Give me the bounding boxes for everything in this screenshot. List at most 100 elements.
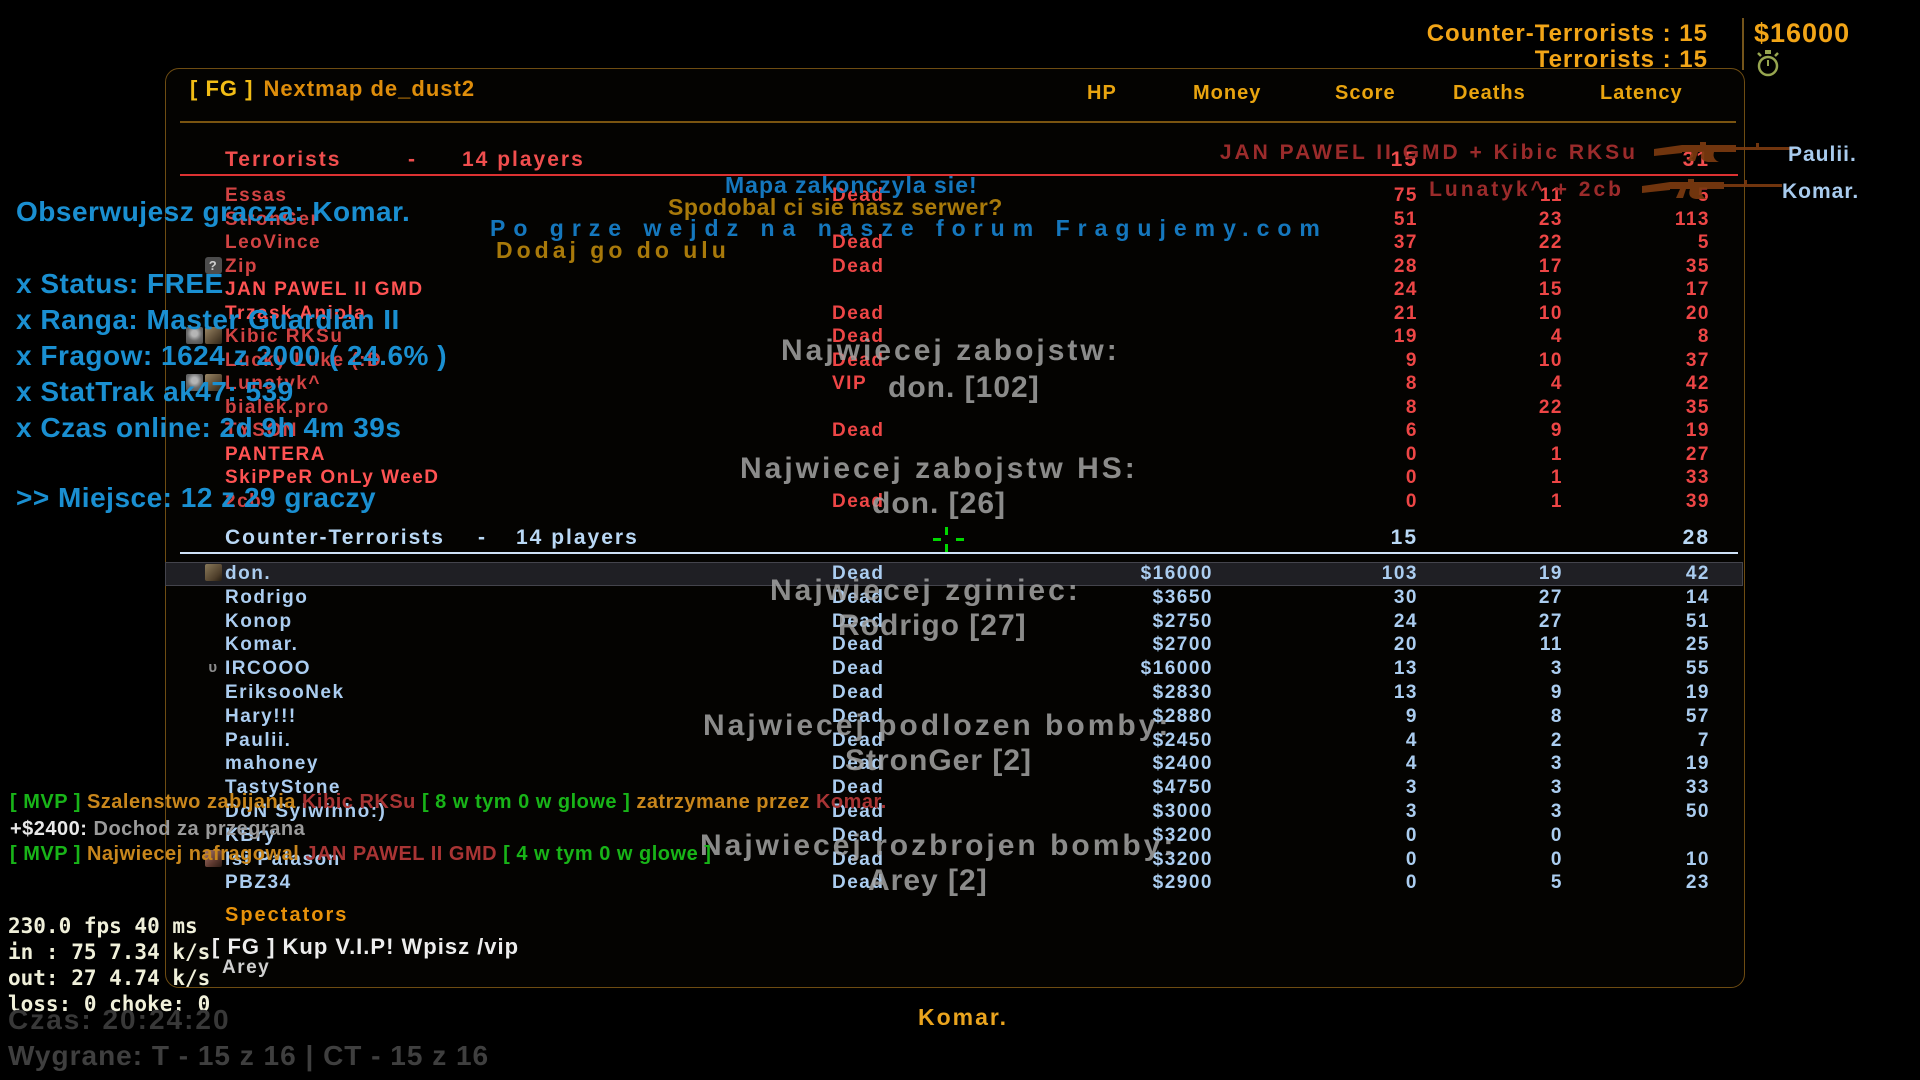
player-hp: Dead [832, 705, 885, 727]
player-row[interactable]: TYSON Dead 6 9 19 [165, 419, 1743, 443]
question-icon: ? [205, 256, 222, 274]
player-row[interactable]: Hary!!! Dead $2880 9 8 57 [165, 705, 1743, 729]
player-latency: 19 [1685, 753, 1710, 775]
player-icon-slot [165, 374, 222, 392]
player-row[interactable]: StronGer 51 23 113 [165, 208, 1743, 232]
player-money: $3200 [1152, 824, 1213, 846]
player-latency: 27 [1685, 443, 1710, 465]
forum-message: Po grze wejdz na nasze forum Fragujemy.c… [490, 215, 1328, 241]
terrorists-list: Essas Dead 75 11 5 StronGer 51 23 113 LeoVince Dea… [165, 184, 1743, 513]
cts-list: don. Dead $16000 103 19 42 Rodrigo Dead $3650 30 2… [165, 562, 1743, 895]
player-row[interactable]: 2cb Dead 0 1 39 [165, 490, 1743, 514]
player-money: $2400 [1152, 753, 1213, 775]
player-score: 3 [1405, 777, 1418, 799]
player-hp: Dead [832, 349, 885, 371]
chat-line: [ MVP ] Najwiecej nafragowal JAN PAWEL I… [10, 843, 711, 866]
player-row[interactable]: KBry Dead $3200 0 0 [165, 824, 1743, 848]
player-name: PANTERA [225, 443, 326, 465]
player-hp: Dead [832, 777, 885, 799]
player-row[interactable]: SkiPPeR OnLy WeeD 0 1 33 [165, 466, 1743, 490]
scoreboard-title: [ FG ] Nextmap de_dust2 [190, 76, 475, 102]
player-deaths: 23 [1538, 208, 1563, 230]
player-row[interactable]: Konop Dead $2750 24 27 51 [165, 610, 1743, 634]
player-name: mahoney [225, 753, 319, 775]
avatar-icon [205, 327, 222, 344]
rank-place-label: >> Miejsce: 12 z 29 graczy [16, 482, 377, 513]
player-row[interactable]: don. Dead $16000 103 19 42 [165, 562, 1743, 586]
team-t-underline [180, 174, 1738, 176]
status-line: x Fragow: 1624 z 2000 ( 24.6% ) [16, 340, 448, 371]
avatar-icon [186, 327, 203, 344]
player-row[interactable]: Rodrigo Dead $3650 30 27 14 [165, 586, 1743, 610]
avatar-icon [205, 374, 222, 391]
map-stat-label: Najwiecej zabojstw: [781, 334, 1120, 367]
player-row[interactable]: EriksooNek Dead $2830 13 9 19 [165, 681, 1743, 705]
team-ct-name: Counter-Terrorists [225, 526, 445, 549]
player-latency: 35 [1685, 396, 1710, 418]
player-latency: 113 [1674, 208, 1710, 230]
player-row[interactable]: JAN PAWEL II GMD 24 15 17 [165, 278, 1743, 302]
map-stat-label: Najwiecej zginiec: [770, 574, 1081, 607]
player-score: 0 [1405, 490, 1418, 512]
player-score: 9 [1405, 705, 1418, 727]
player-row[interactable]: Komar. Dead $2700 20 11 25 [165, 633, 1743, 657]
player-name: bialek.pro [225, 396, 330, 418]
col-hp: HP [1087, 82, 1117, 104]
player-icon-slot: υ [165, 659, 222, 677]
player-deaths: 8 [1550, 705, 1563, 727]
player-deaths: 3 [1550, 777, 1563, 799]
player-latency: 20 [1685, 302, 1710, 324]
player-row[interactable]: Lucky Luke (:D Dead 9 10 37 [165, 349, 1743, 373]
player-name: TastyStone [225, 777, 342, 799]
player-score: 3 [1405, 800, 1418, 822]
player-row[interactable]: Kibic RKSu Dead 19 4 8 [165, 325, 1743, 349]
net-out: out: 27 4.74 k/s [8, 966, 211, 990]
chat-line: +$2400: Dochod za przegrana [10, 818, 305, 841]
team-ct-underline [180, 552, 1738, 554]
player-latency: 8 [1697, 326, 1710, 347]
team-t-score: 15 [1390, 148, 1418, 171]
chat-segment: +$2400: [10, 818, 94, 840]
player-row[interactable]: Trzask Aniola Dead 21 10 20 [165, 302, 1743, 326]
player-row[interactable]: mahoney Dead $2400 4 3 19 [165, 752, 1743, 776]
player-row[interactable]: Isi Palason Dead $3200 0 0 10 [165, 848, 1743, 872]
map-stat-value: StronGer [2] [845, 744, 1033, 777]
player-row[interactable]: bialek.pro 8 22 35 [165, 396, 1743, 420]
avatar-icon [186, 374, 203, 391]
player-deaths: 1 [1550, 467, 1563, 488]
crosshair-icon [945, 527, 948, 535]
player-hp: Dead [832, 302, 885, 324]
spectator-name: Arey [222, 957, 271, 978]
player-row[interactable]: PBZ34 Dead $2900 0 5 23 [165, 871, 1743, 895]
player-latency: 39 [1685, 490, 1710, 512]
player-row[interactable]: Paulii. Dead $2450 4 2 7 [165, 729, 1743, 753]
player-row[interactable]: DoN Sylwinho:) Dead $3000 3 3 50 [165, 800, 1743, 824]
player-row[interactable]: TastyStone Dead $4750 3 3 33 [165, 776, 1743, 800]
nextmap-label: Nextmap de_dust2 [263, 76, 476, 101]
player-row[interactable]: LeoVince Dead 37 22 5 [165, 231, 1743, 255]
team-ct-count: 14 players [516, 526, 639, 549]
player-icon-slot [165, 731, 222, 749]
player-hp: Dead [832, 232, 885, 253]
player-latency: 7 [1697, 729, 1710, 751]
player-latency: 51 [1685, 610, 1710, 632]
player-row[interactable]: ? Zip Dead 28 17 35 [165, 255, 1743, 279]
chat-line: [ MVP ] Szalenstwo zabijania Kibic RKSu … [10, 791, 887, 814]
player-row[interactable]: Essas Dead 75 11 5 [165, 184, 1743, 208]
chat-segment: Najwiecej nafragowal [86, 843, 306, 865]
player-deaths: 11 [1539, 634, 1563, 656]
fps-counter: 230.0 fps 40 ms [8, 914, 198, 938]
player-name: LeoVince [225, 232, 322, 253]
player-deaths: 9 [1550, 420, 1563, 441]
player-row[interactable]: Lunatyk^ VIP 8 4 42 [165, 372, 1743, 396]
player-score: 0 [1405, 467, 1418, 488]
crosshair-icon [956, 538, 964, 541]
chat-segment: zatrzymane przez [636, 791, 816, 813]
player-deaths: 10 [1538, 302, 1563, 324]
player-hp: Dead [832, 681, 885, 703]
player-row[interactable]: PANTERA 0 1 27 [165, 443, 1743, 467]
server-tag: [ FG ] [190, 76, 254, 101]
player-row[interactable]: υ IRCOOO Dead $16000 13 3 55 [165, 657, 1743, 681]
player-latency: 57 [1685, 705, 1710, 727]
